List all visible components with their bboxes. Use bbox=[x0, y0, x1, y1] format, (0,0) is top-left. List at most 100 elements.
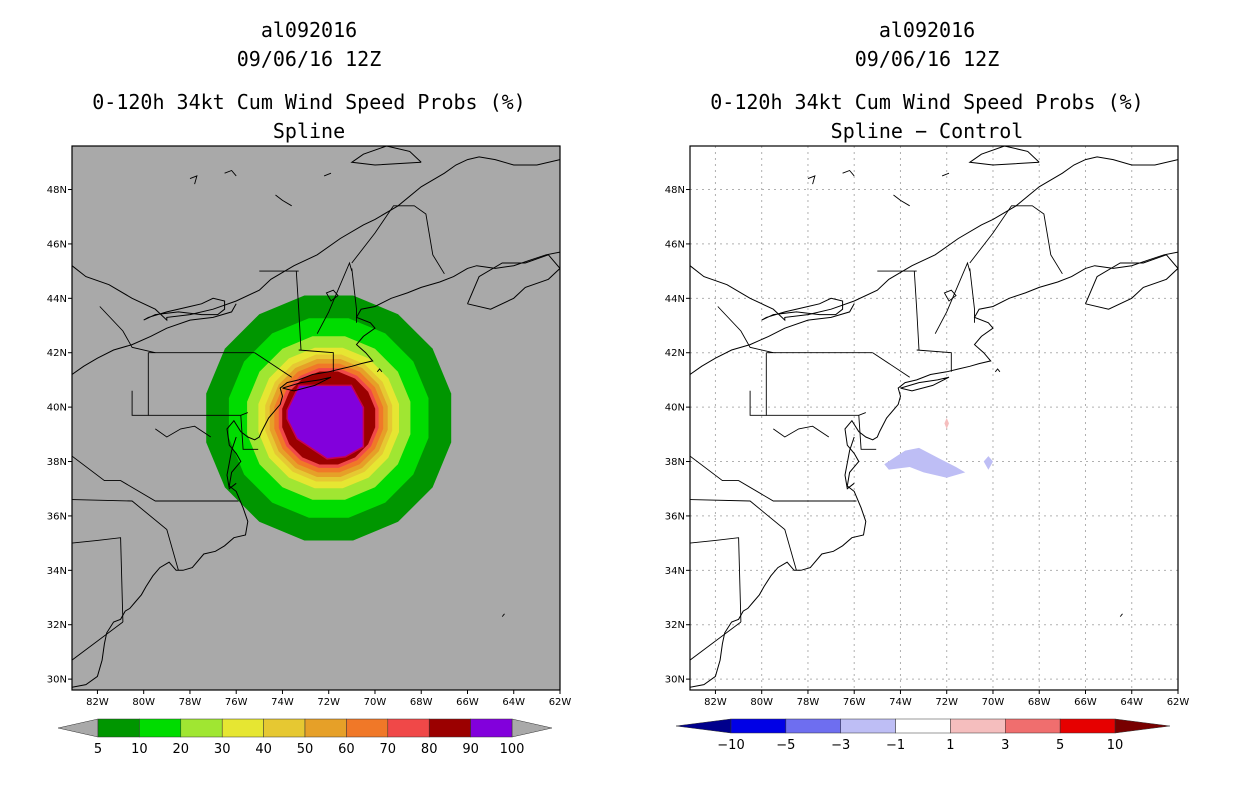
colorbar-swatch bbox=[840, 718, 896, 734]
state-border bbox=[240, 415, 259, 450]
island bbox=[376, 368, 383, 373]
colorbar-swatch bbox=[785, 718, 841, 734]
state-border bbox=[351, 268, 357, 323]
colorbar-swatch bbox=[387, 718, 430, 738]
colorbar-swatch bbox=[97, 718, 140, 738]
left-subtitle: Spline bbox=[272, 119, 346, 143]
colorbar-label: 50 bbox=[297, 742, 314, 757]
lon-tick-label: 74W bbox=[271, 697, 294, 708]
coastline bbox=[1085, 254, 1178, 310]
map-background bbox=[690, 146, 1178, 690]
lon-tick-label: 64W bbox=[1120, 697, 1143, 708]
colorbar-label: 1 bbox=[946, 738, 954, 753]
colorbar-label: −3 bbox=[831, 738, 850, 753]
state-border bbox=[72, 499, 179, 571]
map-frame bbox=[71, 145, 561, 691]
colorbar-label: 10 bbox=[1107, 738, 1124, 753]
lat-tick-label: 48N bbox=[665, 185, 685, 196]
state-border bbox=[295, 271, 302, 351]
lon-tick-label: 80W bbox=[132, 697, 155, 708]
state-border bbox=[934, 261, 971, 334]
colorbar-swatch bbox=[730, 718, 787, 734]
colorbar-label: 30 bbox=[214, 742, 231, 757]
colorbar-label: 40 bbox=[255, 742, 272, 757]
colorbar-swatch bbox=[139, 718, 182, 738]
colorbar-swatch bbox=[304, 718, 347, 738]
coastline bbox=[350, 146, 422, 166]
colorbar-label: 70 bbox=[380, 742, 397, 757]
lake-outline bbox=[325, 289, 339, 302]
colorbar-swatch bbox=[1059, 718, 1116, 734]
left-title: 0-120h 34kt Cum Wind Speed Probs (%) bbox=[92, 90, 526, 114]
lat-tick-label: 42N bbox=[47, 348, 67, 359]
right-datetime: 09/06/16 12Z bbox=[854, 47, 1000, 71]
colorbar-over-arrow bbox=[511, 718, 553, 738]
left-probability-map: 48N 46N 44N 42N 40N 38N 36N 34N 32N 30N 82W 80W 78W 7… bbox=[47, 145, 572, 757]
lon-tick-label: 82W bbox=[86, 697, 109, 708]
coastline bbox=[226, 436, 237, 490]
colorbar-label: 20 bbox=[173, 742, 190, 757]
state-border bbox=[858, 415, 877, 450]
colorbar-swatch bbox=[950, 718, 1006, 734]
state-border bbox=[72, 537, 124, 623]
colorbar-label: −1 bbox=[886, 738, 905, 753]
difference-area bbox=[944, 418, 949, 429]
coastline bbox=[467, 254, 560, 310]
right-subtitle: Spline − Control bbox=[830, 119, 1024, 143]
lat-tick-label: 30N bbox=[47, 675, 67, 686]
lon-tick-label: 68W bbox=[410, 697, 433, 708]
colorbar-swatch bbox=[346, 718, 389, 738]
lon-tick-label: 72W bbox=[935, 697, 958, 708]
coastline bbox=[690, 251, 1178, 688]
state-border bbox=[916, 349, 952, 372]
colorbar-swatch bbox=[895, 718, 951, 734]
colorbar-swatch bbox=[221, 718, 264, 738]
state-border bbox=[254, 352, 292, 378]
colorbar-label: 60 bbox=[338, 742, 355, 757]
lon-tick-label: 62W bbox=[549, 697, 572, 708]
coastline bbox=[143, 297, 226, 321]
lat-tick-label: 32N bbox=[665, 620, 685, 631]
colorbar-swatch bbox=[1005, 718, 1061, 734]
colorbar-label: −10 bbox=[717, 738, 744, 753]
lat-tick-label: 38N bbox=[665, 457, 685, 468]
lon-tick-label: 62W bbox=[1167, 697, 1190, 708]
lat-tick-label: 40N bbox=[47, 403, 67, 414]
state-border bbox=[72, 621, 124, 661]
state-border bbox=[131, 352, 149, 416]
lon-tick-label: 68W bbox=[1028, 697, 1051, 708]
right-title: 0-120h 34kt Cum Wind Speed Probs (%) bbox=[710, 90, 1144, 114]
state-border bbox=[72, 455, 239, 502]
lat-tick-label: 36N bbox=[47, 511, 67, 522]
colorbar-label: 80 bbox=[421, 742, 438, 757]
state-border bbox=[690, 537, 742, 623]
coastline bbox=[761, 297, 844, 321]
state-border bbox=[969, 268, 975, 323]
state-border bbox=[913, 271, 920, 351]
state-border bbox=[351, 205, 445, 275]
coastline bbox=[844, 436, 855, 490]
state-border bbox=[749, 352, 767, 416]
colorbar-label: 3 bbox=[1001, 738, 1009, 753]
state-border bbox=[766, 412, 866, 416]
colorbar-swatch bbox=[470, 718, 513, 738]
lat-tick-label: 42N bbox=[665, 348, 685, 359]
lat-tick-label: 34N bbox=[47, 566, 67, 577]
state-border bbox=[155, 425, 212, 438]
state-border bbox=[99, 306, 156, 354]
lon-tick-label: 66W bbox=[1074, 697, 1097, 708]
probability-core-100 bbox=[286, 384, 365, 460]
colorbar-swatch bbox=[428, 718, 471, 738]
colorbar-label: 90 bbox=[462, 742, 479, 757]
right-difference-map: 48N 46N 44N 42N 40N 38N 36N 34N 32N 30N 82W 80W 78W 7… bbox=[665, 145, 1190, 753]
lon-tick-label: 70W bbox=[982, 697, 1005, 708]
coastline bbox=[690, 303, 855, 375]
coastline bbox=[72, 251, 560, 688]
state-border bbox=[717, 306, 774, 354]
lon-tick-label: 64W bbox=[502, 697, 525, 708]
state-border bbox=[690, 455, 857, 502]
island bbox=[893, 194, 910, 207]
lat-tick-label: 46N bbox=[47, 239, 67, 250]
island bbox=[842, 169, 855, 177]
colorbar-under-arrow bbox=[57, 718, 99, 738]
